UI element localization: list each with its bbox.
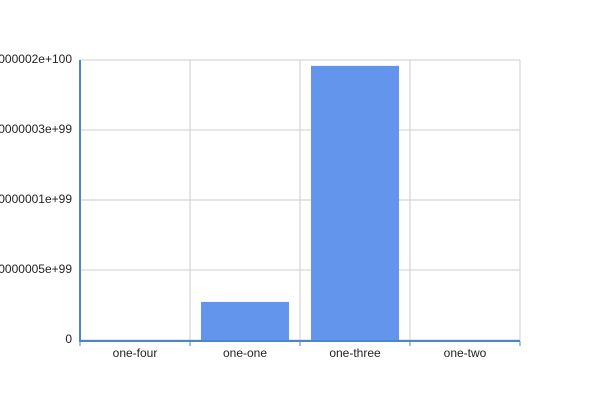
y-tick-label: 0000002e+100 bbox=[0, 52, 72, 66]
x-tick-label: one-three bbox=[329, 346, 381, 360]
x-tick-label: one-one bbox=[223, 346, 267, 360]
y-tick-label: 00000003e+99 bbox=[0, 122, 72, 136]
x-tick-label: one-four bbox=[113, 346, 158, 360]
x-tick-label: one-two bbox=[444, 346, 487, 360]
bar bbox=[201, 301, 289, 340]
y-tick-label: 0 bbox=[65, 332, 72, 346]
y-tick-label: 00000001e+99 bbox=[0, 192, 72, 206]
bar bbox=[311, 65, 399, 340]
